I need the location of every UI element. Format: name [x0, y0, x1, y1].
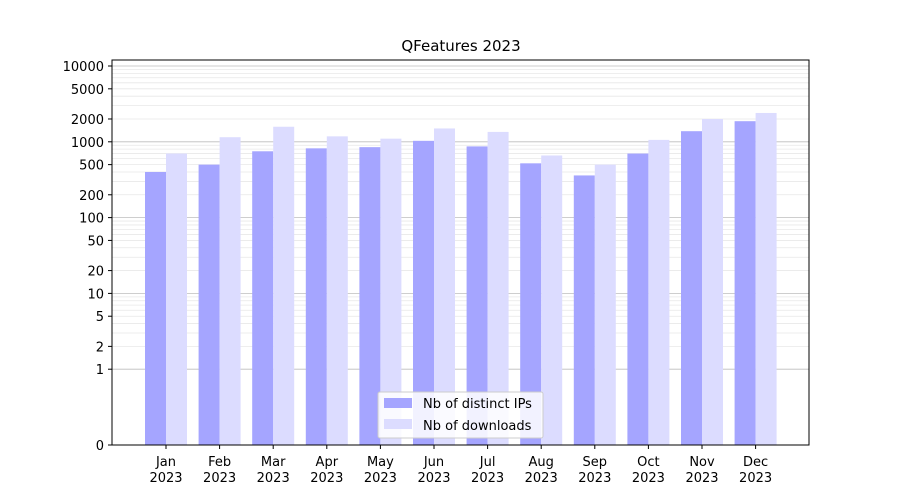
- bar-downloads: [594, 164, 616, 445]
- y-tick-label: 0: [96, 439, 104, 454]
- bar-downloads: [273, 126, 295, 445]
- bar-distinct-ips: [466, 146, 488, 446]
- x-tick-label-month: Oct: [637, 455, 659, 470]
- y-tick-label: 10: [87, 287, 104, 302]
- chart-title: QFeatures 2023: [401, 37, 520, 55]
- x-tick-label-year: 2023: [525, 471, 558, 486]
- x-tick-label-month: May: [367, 455, 394, 470]
- legend-box: [377, 391, 544, 439]
- legend-swatch-distinct-ips: [384, 398, 412, 408]
- bar-downloads: [648, 139, 670, 445]
- x-tick-label-month: Dec: [743, 455, 768, 470]
- bar-distinct-ips: [252, 151, 274, 445]
- bar-distinct-ips: [734, 121, 756, 445]
- bar-distinct-ips: [627, 153, 649, 445]
- legend-label-downloads: Nb of downloads: [423, 419, 532, 434]
- y-tick-label: 100: [79, 212, 104, 227]
- bar-downloads: [166, 153, 187, 445]
- y-tick-label: 5000: [71, 83, 104, 98]
- x-tick-label-month: Jan: [155, 455, 176, 470]
- bar-distinct-ips: [305, 148, 327, 445]
- x-axis: Jan2023Feb2023Mar2023Apr2023May2023Jun20…: [149, 445, 772, 486]
- y-tick-label: 2000: [71, 113, 104, 128]
- x-tick-label-year: 2023: [739, 471, 772, 486]
- legend-label-distinct-ips: Nb of distinct IPs: [423, 397, 532, 412]
- bar-downloads: [702, 118, 723, 445]
- bar-distinct-ips: [573, 175, 595, 445]
- bars: [145, 112, 777, 446]
- y-tick-label: 500: [79, 159, 104, 174]
- x-tick-label-year: 2023: [257, 471, 290, 486]
- y-tick-label: 1: [96, 363, 104, 378]
- bar-downloads: [541, 155, 563, 445]
- x-tick-label-year: 2023: [364, 471, 397, 486]
- bar-distinct-ips: [145, 171, 166, 446]
- bar-downloads: [326, 136, 348, 445]
- legend: Nb of distinct IPs Nb of downloads: [377, 391, 544, 439]
- x-tick-label-month: Feb: [208, 455, 231, 470]
- x-tick-label-month: Nov: [689, 455, 715, 470]
- y-tick-label: 20: [87, 265, 104, 280]
- bar-downloads: [755, 112, 777, 445]
- legend-swatch-downloads: [384, 419, 412, 429]
- bar-downloads: [219, 137, 241, 445]
- y-tick-label: 2: [96, 340, 104, 355]
- x-tick-label-month: Jun: [423, 455, 444, 470]
- x-tick-label-year: 2023: [310, 471, 343, 486]
- x-tick-label-month: Mar: [261, 455, 286, 470]
- bar-distinct-ips: [681, 131, 702, 446]
- plot-area-frame: [111, 59, 810, 446]
- bar-distinct-ips: [413, 140, 434, 445]
- x-tick-label-year: 2023: [149, 471, 182, 486]
- bar-downloads: [380, 138, 402, 445]
- x-tick-label-year: 2023: [685, 471, 718, 486]
- y-tick-label: 5: [96, 310, 104, 325]
- x-tick-label-month: Jul: [479, 455, 496, 470]
- x-tick-label-month: Apr: [316, 455, 339, 470]
- x-tick-label-month: Aug: [529, 455, 554, 470]
- y-tick-label: 50: [87, 234, 104, 249]
- x-tick-label-year: 2023: [417, 471, 450, 486]
- y-tick-label: 1000: [71, 136, 104, 151]
- y-axis: 0 1 2 5 10 20 50 100 200 500 1000 2000 5000 10000: [63, 60, 112, 454]
- y-tick-label: 200: [79, 189, 104, 204]
- bar-distinct-ips: [198, 164, 220, 445]
- bar-distinct-ips: [359, 147, 381, 445]
- bar-downloads: [434, 128, 455, 446]
- bar-distinct-ips: [520, 163, 542, 445]
- bar-downloads: [487, 131, 509, 445]
- x-tick-label-year: 2023: [578, 471, 611, 486]
- x-tick-label-year: 2023: [632, 471, 665, 486]
- y-tick-label: 10000: [63, 60, 104, 75]
- x-tick-label-month: Sep: [583, 455, 608, 470]
- x-tick-label-year: 2023: [471, 471, 504, 486]
- x-tick-label-year: 2023: [203, 471, 236, 486]
